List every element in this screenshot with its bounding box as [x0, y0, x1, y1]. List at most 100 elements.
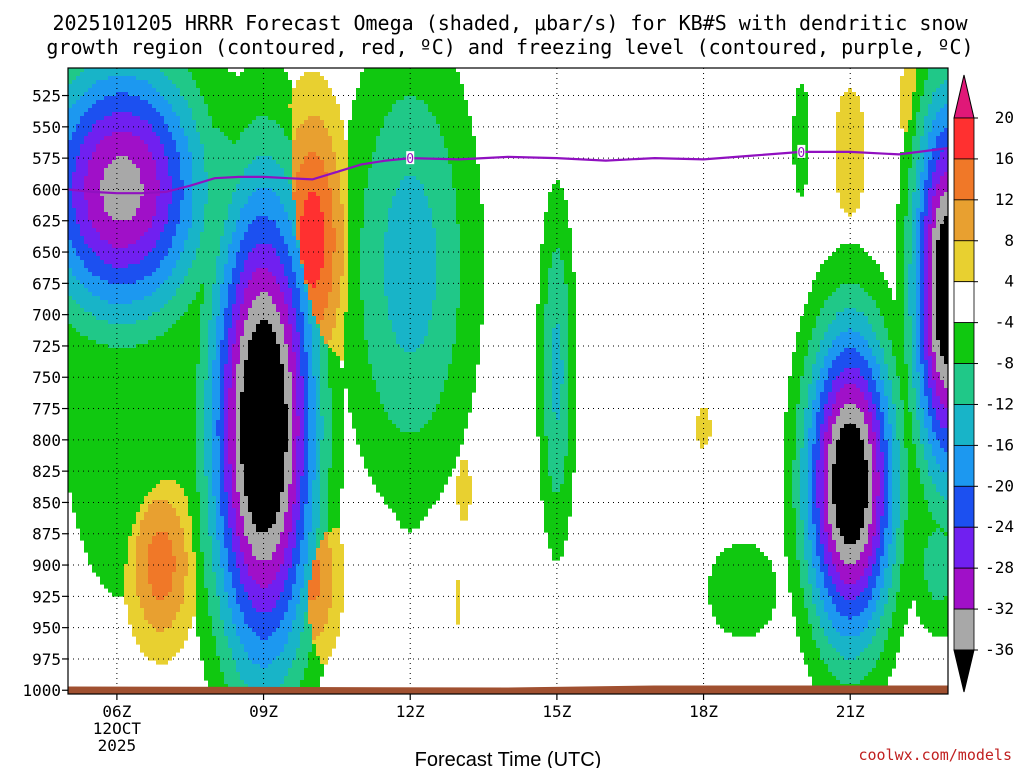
omega-cell [308, 584, 320, 589]
omega-cell [456, 604, 460, 609]
omega-cell [272, 328, 284, 333]
omega-cell [240, 604, 252, 609]
omega-cell [796, 404, 808, 409]
omega-cell [420, 180, 452, 185]
omega-cell [920, 332, 924, 337]
omega-cell [920, 388, 924, 393]
omega-cell [864, 376, 872, 381]
omega-cell [800, 504, 808, 509]
omega-cell [84, 140, 100, 145]
omega-cell [360, 276, 384, 281]
omega-cell [924, 372, 928, 377]
omega-cell [68, 328, 76, 333]
omega-cell [332, 264, 344, 269]
omega-cell [552, 364, 564, 369]
omega-cell [924, 344, 928, 349]
omega-cell [284, 452, 292, 457]
omega-cell [236, 556, 244, 561]
omega-cell [180, 608, 196, 613]
omega-cell [820, 568, 828, 573]
omega-cell [708, 592, 776, 597]
omega-cell [200, 544, 212, 549]
omega-cell [220, 476, 224, 481]
omega-cell [292, 460, 296, 465]
omega-cell [344, 312, 364, 317]
omega-cell [864, 448, 872, 453]
omega-cell [820, 528, 824, 533]
omega-cell [292, 448, 296, 453]
omega-cell [920, 288, 924, 293]
omega-cell [220, 440, 224, 445]
omega-cell [872, 504, 876, 509]
omega-cell [544, 428, 568, 433]
omega-cell [296, 240, 300, 245]
omega-cell [432, 300, 460, 305]
omega-cell [212, 432, 216, 437]
omega-cell [792, 592, 804, 597]
omega-cell [796, 620, 808, 625]
omega-cell [944, 148, 948, 153]
omega-cell [308, 304, 312, 309]
omega-cell [108, 320, 136, 325]
omega-cell [904, 336, 912, 341]
omega-cell [220, 344, 228, 349]
omega-cell [300, 632, 312, 637]
omega-cell [344, 228, 348, 233]
omega-cell [324, 256, 332, 261]
omega-cell [872, 540, 880, 545]
omega-cell [536, 304, 544, 309]
omega-cell [564, 268, 572, 273]
omega-cell [788, 408, 796, 413]
omega-cell [224, 544, 232, 549]
omega-cell [540, 252, 552, 257]
omega-cell [128, 244, 156, 249]
omega-cell [140, 96, 164, 101]
omega-cell [568, 304, 576, 309]
omega-cell [860, 592, 872, 597]
omega-cell [364, 188, 396, 193]
omega-cell [276, 572, 288, 577]
omega-cell [436, 236, 460, 241]
omega-cell [832, 464, 868, 469]
omega-cell [812, 556, 820, 561]
omega-cell [876, 388, 884, 393]
omega-cell [888, 400, 892, 405]
omega-cell [288, 432, 292, 437]
omega-cell [208, 524, 216, 529]
omega-cell [840, 388, 860, 393]
omega-cell [316, 400, 320, 405]
omega-cell [536, 332, 544, 337]
omega-cell [188, 136, 200, 141]
omega-cell [240, 404, 288, 409]
omega-cell [304, 212, 324, 217]
omega-cell [864, 336, 876, 341]
omega-cell [924, 248, 928, 253]
omega-cell [932, 268, 936, 273]
omega-cell [868, 384, 876, 389]
omega-cell [336, 248, 344, 253]
omega-cell [808, 616, 820, 621]
omega-cell [212, 440, 220, 445]
omega-cell [308, 280, 316, 285]
omega-cell [812, 596, 820, 601]
omega-cell [308, 552, 316, 557]
omega-cell [188, 100, 204, 105]
omega-cell [300, 432, 304, 437]
omega-cell [76, 208, 88, 213]
omega-cell [800, 648, 820, 653]
omega-cell [212, 552, 220, 557]
omega-cell [916, 324, 920, 329]
omega-cell [332, 336, 344, 341]
omega-cell [456, 608, 460, 613]
omega-cell [88, 200, 104, 205]
omega-cell [196, 560, 204, 565]
omega-cell [160, 140, 176, 145]
omega-cell [296, 456, 304, 461]
omega-cell [140, 604, 180, 609]
omega-cell [224, 452, 228, 457]
omega-cell [888, 516, 892, 521]
omega-cell [920, 404, 928, 409]
omega-cell [436, 280, 460, 285]
omega-cell [808, 396, 816, 401]
omega-cell [276, 220, 292, 225]
